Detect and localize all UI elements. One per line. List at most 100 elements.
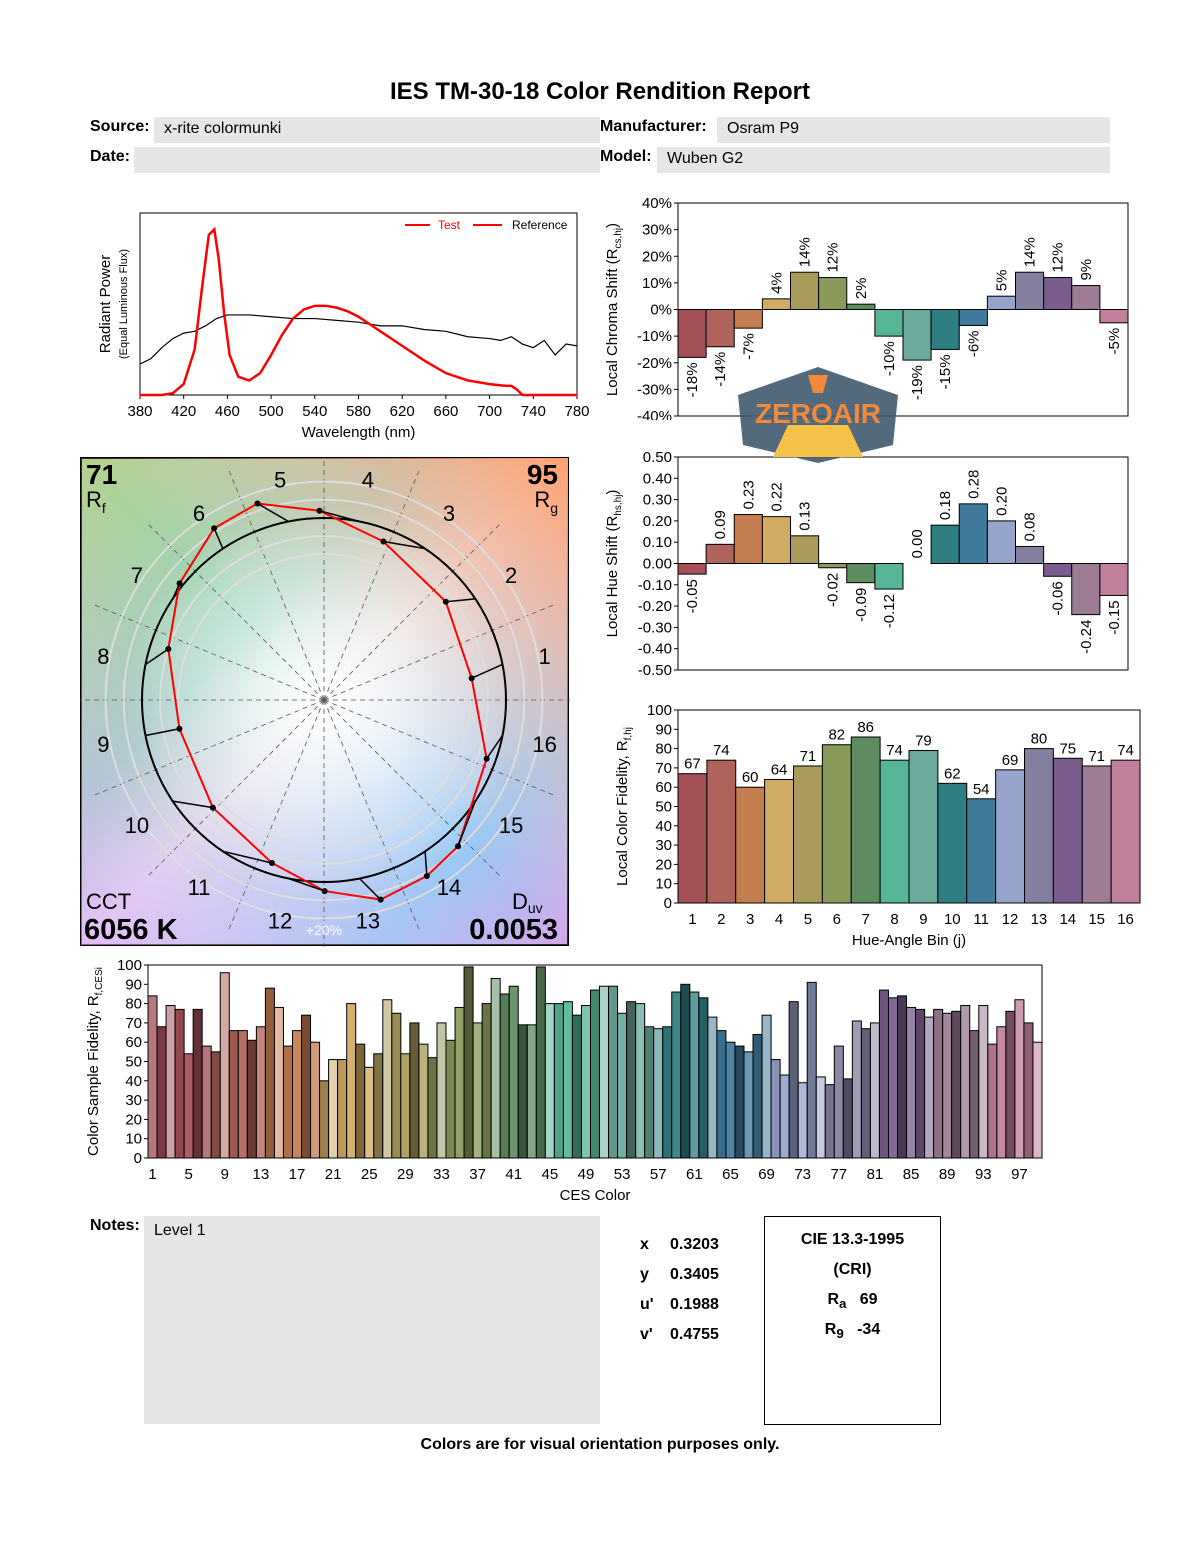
bar-95	[996, 1026, 1007, 1159]
cri-title: CIE 13.3-1995	[800, 1231, 905, 1248]
bar-60	[680, 983, 691, 1159]
legend-test: Test	[438, 218, 461, 232]
data-label: 0.23	[740, 480, 757, 509]
x-tick-label: 4	[775, 911, 783, 928]
data-label: 0.20	[993, 487, 1010, 516]
chromaticity-values: x 0.3203 y 0.3405 u' 0.1988 v' 0.4755	[640, 1236, 719, 1356]
bar-6	[818, 277, 848, 311]
x-tick-label: 53	[614, 1166, 631, 1183]
bar-97	[1014, 999, 1025, 1159]
bar-96	[1005, 1010, 1016, 1159]
bar-72	[788, 1001, 799, 1159]
bar-35	[454, 1006, 465, 1159]
cct-label: CCT	[86, 889, 131, 914]
bar-77	[833, 1045, 844, 1159]
data-label: 54	[973, 781, 990, 798]
y-tick-label: 60	[125, 1034, 142, 1051]
cri-box: CIE 13.3-1995 (CRI) Ra 69 R9 -34	[764, 1216, 941, 1425]
bar-12	[246, 1039, 257, 1159]
data-label: 60	[742, 769, 759, 786]
date-field	[134, 147, 600, 173]
bar-41	[508, 985, 519, 1159]
data-label: 0.00	[909, 529, 926, 558]
data-label: -10%	[881, 341, 898, 376]
grid-ring	[177, 553, 471, 847]
series-line-test	[140, 226, 577, 397]
bar-7	[201, 1045, 212, 1159]
series-line-reference	[139, 314, 578, 365]
y-tick-label: 20%	[642, 248, 672, 265]
rf-label: Rf	[86, 487, 106, 516]
x-label: x	[640, 1236, 649, 1253]
bar-29	[400, 1053, 411, 1159]
x-tick-label: 780	[564, 403, 589, 420]
ring-label: +20%	[306, 922, 342, 938]
y-tick-label: 30	[655, 837, 672, 854]
bar-5	[790, 535, 820, 564]
bar-1	[677, 309, 707, 358]
y-tick-label: 80	[125, 996, 142, 1013]
bar-25	[364, 1066, 375, 1159]
bar-19	[310, 1041, 321, 1159]
data-label: 4%	[768, 272, 785, 294]
x-tick-label: 1	[688, 911, 696, 928]
bar-47	[562, 1001, 573, 1159]
bar-49	[580, 1005, 591, 1159]
bar-34	[445, 1039, 456, 1159]
bar-10	[930, 524, 960, 565]
bar-3	[733, 309, 763, 329]
rf-value: 71	[86, 459, 117, 490]
bar-69	[761, 1014, 772, 1159]
ra-row: Ra 69	[765, 1291, 940, 1321]
y-tick-label: 70	[125, 1015, 142, 1032]
manufacturer-field: Osram P9	[717, 117, 1110, 143]
bin-divider	[323, 468, 421, 701]
arrow-head	[176, 580, 183, 587]
bar-75	[815, 1076, 826, 1159]
spectrum-chart: 380 420 460 500 540 580 620 660 700 740 780 Wavelen…	[97, 212, 590, 441]
bar-15	[1071, 563, 1101, 616]
bar-18	[301, 1014, 312, 1159]
bar-8	[210, 1051, 221, 1159]
bar-70	[770, 1059, 781, 1159]
bar-36	[463, 966, 474, 1159]
y-tick-label: 40%	[642, 195, 672, 212]
shift-arrow-11	[222, 850, 273, 864]
bin-label: 12	[268, 909, 292, 934]
bin-divider	[146, 699, 325, 878]
shift-arrow-13	[358, 877, 382, 901]
data-label: 12%	[1050, 243, 1067, 273]
x-value: 0.3203	[670, 1236, 719, 1253]
bar-12	[986, 295, 1016, 310]
report-title: IES TM-30-18 Color Rendition Report	[389, 78, 811, 105]
data-label: 0.09	[712, 510, 729, 539]
y-axis-label-close: )	[604, 490, 621, 495]
bar-39	[490, 978, 501, 1159]
bar-79	[851, 1020, 862, 1159]
bin-divider	[323, 603, 556, 701]
x-tick-label: 89	[939, 1166, 956, 1183]
bar-13	[1024, 748, 1054, 904]
bar-1	[147, 995, 158, 1159]
x-tick-label: 6	[833, 911, 841, 928]
arrow-head	[211, 525, 218, 532]
bar-76	[824, 1084, 835, 1159]
source-label: Source:	[90, 118, 150, 135]
y-tick-label: -0.10	[638, 577, 672, 594]
y-tick-label: 50	[655, 799, 672, 816]
bar-24	[355, 1043, 366, 1159]
bin-label: 9	[97, 732, 109, 757]
bar-43	[526, 1024, 537, 1159]
y-axis-label-sub: f,CESi	[94, 967, 105, 995]
y-tick-label: 0	[664, 895, 672, 912]
bar-61	[689, 991, 700, 1159]
y-tick-label: 10	[125, 1131, 142, 1148]
x-axis-label: CES Color	[560, 1187, 631, 1204]
bar-58	[662, 1026, 673, 1159]
x-tick-label: 460	[215, 403, 240, 420]
x-tick-label: 33	[433, 1166, 450, 1183]
shift-arrow-6	[213, 527, 224, 549]
arrow-head	[380, 538, 387, 545]
data-label: 79	[915, 733, 932, 750]
